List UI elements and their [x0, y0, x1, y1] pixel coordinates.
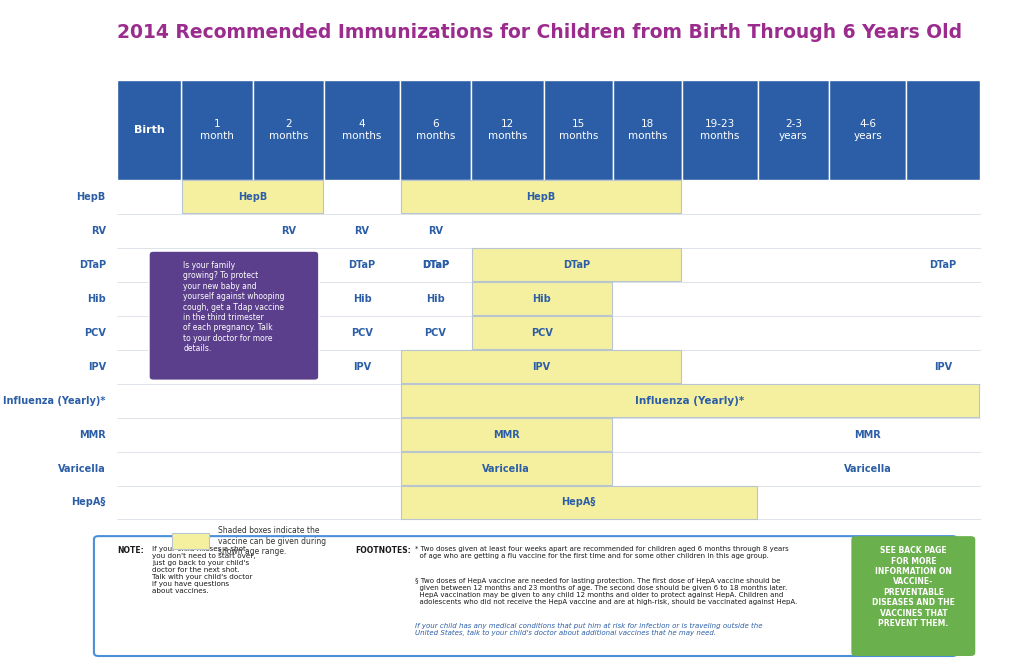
Text: IPV: IPV: [88, 362, 105, 372]
Text: If your child has any medical conditions that put him at risk for infection or i: If your child has any medical conditions…: [416, 623, 763, 636]
Text: PCV: PCV: [351, 328, 373, 338]
Text: DTaP: DTaP: [348, 260, 376, 270]
Text: 4-6
years: 4-6 years: [853, 119, 883, 141]
Text: MMR: MMR: [493, 430, 519, 440]
Text: FOOTNOTES:: FOOTNOTES:: [355, 546, 412, 555]
Text: 18
months: 18 months: [628, 119, 668, 141]
Text: MMR: MMR: [79, 430, 105, 440]
FancyBboxPatch shape: [400, 384, 979, 417]
Text: 2
months: 2 months: [269, 119, 308, 141]
FancyBboxPatch shape: [400, 180, 682, 213]
FancyBboxPatch shape: [94, 536, 956, 656]
Text: 2-3
years: 2-3 years: [779, 119, 808, 141]
Text: SEE BACK PAGE
FOR MORE
INFORMATION ON
VACCINE-
PREVENTABLE
DISEASES AND THE
VACC: SEE BACK PAGE FOR MORE INFORMATION ON VA…: [871, 546, 954, 628]
Text: HepB: HepB: [77, 192, 105, 202]
Text: Is your family
growing? To protect
your new baby and
yourself against whooping
c: Is your family growing? To protect your …: [183, 261, 285, 353]
FancyBboxPatch shape: [182, 180, 324, 213]
Text: HepB: HepB: [239, 192, 267, 202]
FancyBboxPatch shape: [682, 80, 758, 180]
Text: IPV: IPV: [934, 362, 952, 372]
Text: Varicella: Varicella: [58, 464, 105, 474]
Text: If your child misses a shot,
you don't need to start over,
just go back to your : If your child misses a shot, you don't n…: [152, 546, 255, 594]
Text: PCV: PCV: [84, 328, 105, 338]
FancyBboxPatch shape: [851, 536, 975, 656]
FancyBboxPatch shape: [172, 533, 209, 549]
Text: MMR: MMR: [854, 430, 882, 440]
Text: HepA§: HepA§: [561, 498, 596, 507]
Text: 15
months: 15 months: [558, 119, 598, 141]
FancyBboxPatch shape: [472, 316, 611, 349]
Text: RV: RV: [428, 226, 443, 236]
Text: PCV: PCV: [531, 328, 553, 338]
Text: PCV: PCV: [425, 328, 446, 338]
Text: Influenza (Yearly)*: Influenza (Yearly)*: [635, 396, 744, 406]
FancyBboxPatch shape: [150, 251, 318, 380]
Text: 1
month: 1 month: [200, 119, 233, 141]
Text: Varicella: Varicella: [844, 464, 892, 474]
Text: 2014 Recommended Immunizations for Children from Birth Through 6 Years Old: 2014 Recommended Immunizations for Child…: [117, 23, 962, 43]
FancyBboxPatch shape: [612, 80, 682, 180]
FancyBboxPatch shape: [829, 80, 906, 180]
Text: Hib: Hib: [532, 294, 551, 304]
Text: DTaP: DTaP: [275, 260, 302, 270]
Text: Shaded boxes indicate the
vaccine can be given during
shown age range.: Shaded boxes indicate the vaccine can be…: [218, 526, 326, 556]
Text: 4
months: 4 months: [342, 119, 382, 141]
Text: PCV: PCV: [278, 328, 299, 338]
Text: NOTE:: NOTE:: [117, 546, 143, 555]
Text: * Two doses given at least four weeks apart are recommended for children aged 6 : * Two doses given at least four weeks ap…: [416, 546, 790, 559]
Text: Hib: Hib: [87, 294, 105, 304]
Text: 6
months: 6 months: [416, 119, 455, 141]
Text: Hib: Hib: [280, 294, 298, 304]
FancyBboxPatch shape: [325, 80, 399, 180]
Text: Varicella: Varicella: [482, 464, 530, 474]
FancyBboxPatch shape: [544, 80, 612, 180]
Text: Hib: Hib: [352, 294, 372, 304]
Text: Hib: Hib: [426, 294, 444, 304]
FancyBboxPatch shape: [117, 80, 181, 180]
FancyBboxPatch shape: [400, 486, 757, 519]
Text: Influenza (Yearly)*: Influenza (Yearly)*: [3, 396, 105, 406]
Text: 19-23
months: 19-23 months: [700, 119, 739, 141]
Text: IPV: IPV: [280, 362, 298, 372]
Text: HepB: HepB: [526, 192, 556, 202]
Text: IPV: IPV: [532, 362, 550, 372]
FancyBboxPatch shape: [181, 80, 253, 180]
FancyBboxPatch shape: [472, 248, 682, 281]
Text: Birth: Birth: [134, 125, 165, 135]
FancyBboxPatch shape: [758, 80, 829, 180]
Text: RV: RV: [281, 226, 296, 236]
Text: RV: RV: [354, 226, 370, 236]
FancyBboxPatch shape: [253, 80, 325, 180]
Text: § Two doses of HepA vaccine are needed for lasting protection. The first dose of: § Two doses of HepA vaccine are needed f…: [416, 578, 798, 605]
FancyBboxPatch shape: [399, 80, 471, 180]
Text: DTaP: DTaP: [422, 260, 449, 270]
FancyBboxPatch shape: [906, 80, 980, 180]
Text: DTaP: DTaP: [422, 260, 449, 270]
FancyBboxPatch shape: [472, 282, 611, 315]
FancyBboxPatch shape: [400, 350, 682, 383]
Text: HepA§: HepA§: [72, 498, 105, 507]
FancyBboxPatch shape: [471, 80, 544, 180]
Text: DTaP: DTaP: [79, 260, 105, 270]
Text: 12
months: 12 months: [487, 119, 527, 141]
Text: IPV: IPV: [353, 362, 371, 372]
Text: RV: RV: [91, 226, 105, 236]
FancyBboxPatch shape: [400, 418, 611, 451]
Text: DTaP: DTaP: [930, 260, 956, 270]
FancyBboxPatch shape: [400, 452, 611, 485]
Text: DTaP: DTaP: [563, 260, 591, 270]
